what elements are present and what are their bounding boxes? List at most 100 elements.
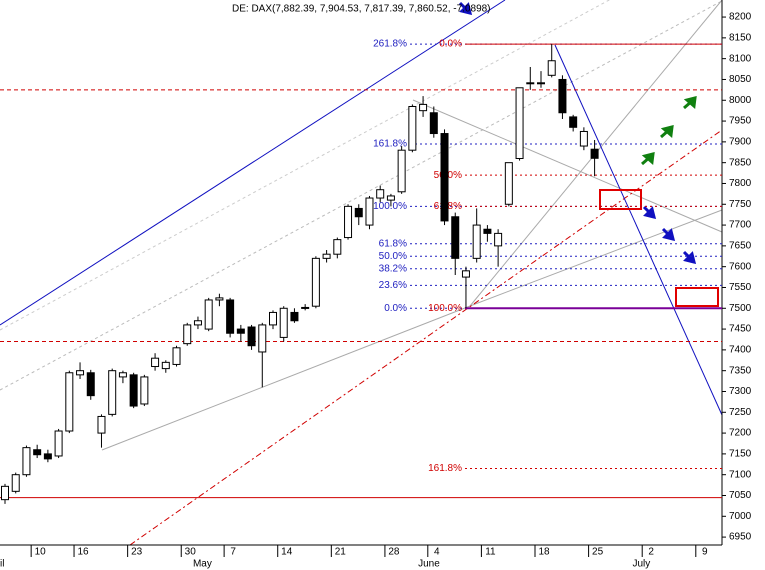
x-tick-label: 11 bbox=[485, 547, 496, 558]
y-tick-label: 8000 bbox=[729, 95, 752, 106]
trend-line bbox=[101, 305, 471, 451]
candle-body bbox=[269, 311, 277, 326]
y-tick-label: 7500 bbox=[729, 303, 752, 314]
x-tick-label: 25 bbox=[592, 547, 604, 558]
y-tick-label: 7650 bbox=[729, 241, 752, 252]
y-tick-label: 6950 bbox=[729, 532, 752, 543]
candle-body bbox=[472, 224, 481, 259]
x-tick-label: 4 bbox=[434, 547, 440, 558]
y-tick-label: 7450 bbox=[729, 324, 752, 335]
candle-body bbox=[204, 299, 213, 330]
candle-body bbox=[247, 326, 256, 347]
fib-label: 0.0% bbox=[439, 39, 462, 50]
y-tick-label: 7000 bbox=[729, 511, 752, 522]
y-tick-label: 7300 bbox=[729, 386, 752, 397]
drawings bbox=[0, 0, 723, 546]
candle-body bbox=[515, 87, 524, 160]
candle-body bbox=[65, 372, 74, 432]
x-tick-label: 21 bbox=[335, 547, 347, 558]
fib-label: 161.8% bbox=[373, 139, 407, 150]
candle-body bbox=[22, 447, 31, 476]
candle-body bbox=[236, 328, 245, 334]
target-box bbox=[675, 287, 719, 307]
chart-title: DE: DAX(7,882.39, 7,904.53, 7,817.39, 7,… bbox=[232, 4, 491, 15]
candle-body bbox=[537, 82, 545, 85]
y-tick-label: 7350 bbox=[729, 365, 752, 376]
candle-body bbox=[118, 372, 127, 378]
candle-body bbox=[333, 239, 342, 255]
candle-body bbox=[397, 149, 406, 193]
fib-label: 100.0% bbox=[428, 303, 462, 314]
candle-body bbox=[526, 82, 535, 85]
candle-body bbox=[193, 320, 202, 326]
x-tick-label: 7 bbox=[230, 547, 236, 558]
month-label: July bbox=[632, 559, 650, 570]
candle-body bbox=[558, 78, 567, 114]
y-tick-label: 7200 bbox=[729, 428, 752, 439]
x-tick-label: 9 bbox=[702, 547, 708, 558]
candle-body bbox=[183, 324, 192, 345]
x-tick-label: 30 bbox=[185, 547, 197, 558]
up-arrows bbox=[641, 96, 697, 166]
fib-label: 261.8% bbox=[373, 39, 407, 50]
x-tick-label: 10 bbox=[35, 547, 47, 558]
candle-body bbox=[408, 106, 417, 151]
candle-body bbox=[172, 347, 181, 365]
trend-line bbox=[129, 129, 723, 546]
candle-body bbox=[429, 112, 438, 135]
candle-body bbox=[365, 197, 374, 226]
trend-line bbox=[0, 0, 611, 331]
fib-label: 61.8% bbox=[379, 238, 407, 249]
y-tick-label: 7800 bbox=[729, 178, 752, 189]
candle-body bbox=[140, 376, 149, 405]
candle-body bbox=[97, 415, 106, 434]
candle-body bbox=[151, 357, 160, 368]
fib-label: 50.0% bbox=[379, 251, 407, 262]
candle-body bbox=[386, 195, 395, 201]
candle-body bbox=[579, 130, 588, 147]
candle-body bbox=[504, 162, 513, 205]
candle-body bbox=[376, 189, 385, 199]
x-tick-label: 2 bbox=[648, 547, 654, 558]
trend-line bbox=[469, 209, 723, 307]
candle-body bbox=[76, 370, 85, 376]
candle-body bbox=[108, 370, 117, 415]
month-label: May bbox=[193, 559, 212, 570]
y-tick-label: 8100 bbox=[729, 53, 752, 64]
y-tick-label: 7700 bbox=[729, 220, 752, 231]
candle-body bbox=[43, 453, 52, 460]
candle-body bbox=[354, 207, 363, 218]
y-tick-label: 7050 bbox=[729, 490, 752, 501]
y-tick-label: 7100 bbox=[729, 469, 752, 480]
candle-body bbox=[461, 270, 470, 278]
down-arrows bbox=[458, 1, 697, 265]
candle-body bbox=[279, 307, 288, 338]
y-tick-label: 7150 bbox=[729, 449, 752, 460]
candle-body bbox=[226, 299, 235, 334]
x-tick-label: 23 bbox=[131, 547, 143, 558]
x-tick-label: 16 bbox=[77, 547, 89, 558]
candle-body bbox=[54, 430, 63, 457]
x-tick-label: 14 bbox=[281, 547, 293, 558]
candle-body bbox=[322, 253, 331, 259]
candle-body bbox=[33, 449, 42, 456]
fib-label: 100.0% bbox=[373, 201, 407, 212]
y-tick-label: 7900 bbox=[729, 137, 752, 148]
candle-body bbox=[161, 361, 170, 370]
candle-body bbox=[569, 116, 578, 128]
y-tick-label: 7850 bbox=[729, 157, 752, 168]
y-tick-label: 8050 bbox=[729, 74, 752, 85]
candle-body bbox=[344, 205, 353, 239]
y-tick-label: 7750 bbox=[729, 199, 752, 210]
candle-body bbox=[483, 228, 492, 234]
candle-body bbox=[129, 374, 138, 407]
y-tick-label: 8200 bbox=[729, 12, 752, 23]
trend-line bbox=[554, 44, 723, 416]
candle-body bbox=[215, 297, 224, 301]
candle-body bbox=[11, 474, 20, 492]
candle-body bbox=[311, 257, 320, 307]
y-tick-label: 7400 bbox=[729, 345, 752, 356]
y-tick-label: 7250 bbox=[729, 407, 752, 418]
